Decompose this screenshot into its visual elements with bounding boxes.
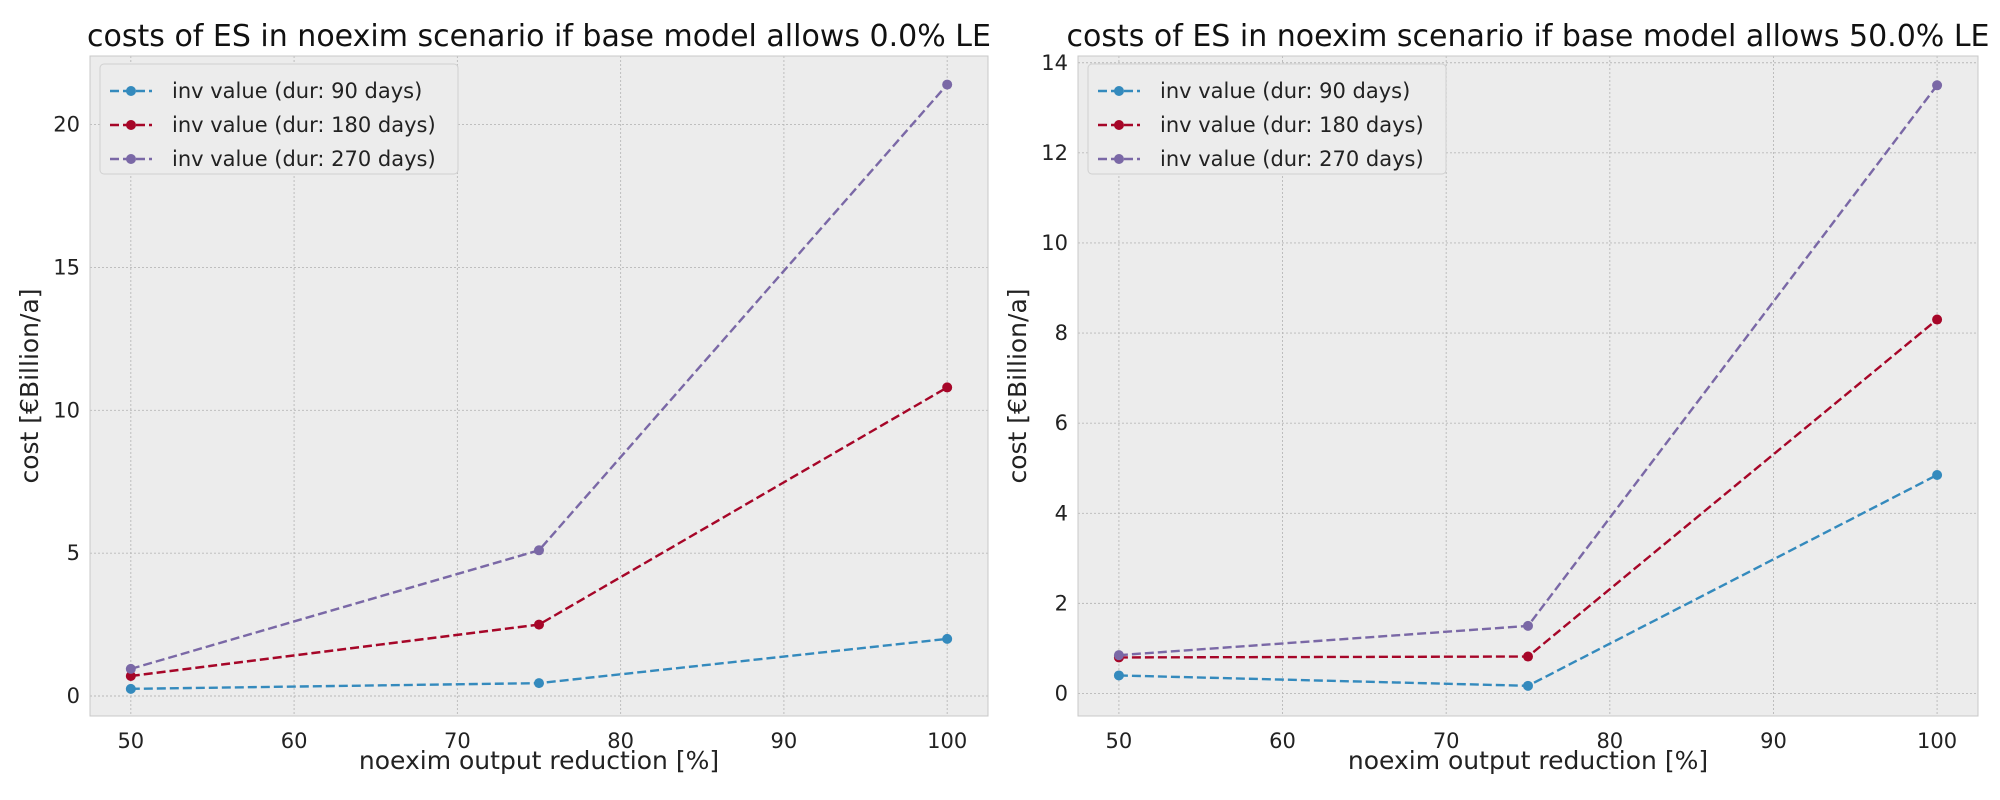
y-tick-label: 5 xyxy=(67,541,80,565)
y-tick-label: 0 xyxy=(1055,681,1068,705)
y-tick-label: 20 xyxy=(53,113,80,137)
x-tick-label: 80 xyxy=(607,729,634,753)
y-tick-label: 12 xyxy=(1041,141,1068,165)
legend-label: inv value (dur: 270 days) xyxy=(1160,147,1424,171)
y-tick-label: 2 xyxy=(1055,591,1068,615)
chart-panel-2: 50 60 70 80 90 100 0 2 4 6 8 10 12 14 noexim output re… xyxy=(1003,19,1990,775)
series-line xyxy=(130,83,949,671)
legend-box xyxy=(1087,63,1447,175)
x-tick-label: 70 xyxy=(1433,729,1460,753)
data-point xyxy=(1932,469,1943,480)
y-tick-label: 15 xyxy=(53,255,80,279)
legend-label: inv value (dur: 90 days) xyxy=(172,79,422,103)
legend-label: inv value (dur: 180 days) xyxy=(1160,113,1424,137)
x-tick-label: 60 xyxy=(281,729,308,753)
legend-marker xyxy=(126,120,136,130)
x-axis-label: noexim output reduction [%] xyxy=(1348,746,1708,775)
data-point xyxy=(1523,620,1533,631)
legend-marker xyxy=(1114,86,1124,96)
data-point xyxy=(942,382,953,393)
data-point xyxy=(1523,680,1533,691)
y-tick-label: 10 xyxy=(53,398,80,422)
data-point xyxy=(1932,80,1943,91)
data-point xyxy=(534,619,544,630)
x-tick-label: 60 xyxy=(1269,729,1296,753)
plot-frame xyxy=(89,55,989,717)
data-point xyxy=(125,683,136,694)
x-tick-label: 50 xyxy=(117,729,144,753)
y-tick-label: 0 xyxy=(67,684,80,708)
x-tick-label: 50 xyxy=(1106,729,1133,753)
plot-frame xyxy=(1077,55,1979,717)
data-point xyxy=(1523,651,1533,662)
data-point xyxy=(1113,650,1124,661)
data-point xyxy=(1113,670,1124,681)
x-tick-label: 80 xyxy=(1596,729,1623,753)
series-1 xyxy=(125,633,953,694)
y-tick-label: 14 xyxy=(1041,51,1068,75)
legend-box xyxy=(99,63,459,175)
data-point xyxy=(942,79,953,90)
y-axis-label: cost [€Billion/a] xyxy=(1003,288,1032,483)
series-3 xyxy=(1113,80,1943,661)
series-3 xyxy=(125,79,953,674)
legend-label: inv value (dur: 90 days) xyxy=(1160,79,1410,103)
y-tick-label: 4 xyxy=(1055,501,1068,525)
x-tick-label: 90 xyxy=(771,729,798,753)
legend-label: inv value (dur: 180 days) xyxy=(172,113,436,137)
x-tick-label: 100 xyxy=(1917,729,1957,753)
chart-title: costs of ES in noexim scenario if base m… xyxy=(1066,19,1989,54)
y-tick-label: 6 xyxy=(1055,411,1068,435)
legend-label: inv value (dur: 270 days) xyxy=(172,147,436,171)
data-point xyxy=(534,678,544,689)
data-point xyxy=(942,633,953,644)
legend: inv value (dur: 90 days) inv value (dur: … xyxy=(99,63,459,175)
series-2 xyxy=(125,382,953,681)
chart-title: costs of ES in noexim scenario if base m… xyxy=(87,19,991,54)
x-tick-label: 100 xyxy=(927,729,967,753)
legend-marker xyxy=(1114,120,1124,130)
data-point xyxy=(1932,314,1943,325)
x-tick-label: 90 xyxy=(1760,729,1787,753)
chart-panel-1: 50 60 70 80 90 100 0 5 10 15 20 noexim output reduc… xyxy=(15,19,991,775)
y-axis-label: cost [€Billion/a] xyxy=(15,288,44,483)
x-tick-label: 70 xyxy=(444,729,471,753)
legend-marker xyxy=(126,86,136,96)
y-tick-label: 10 xyxy=(1041,231,1068,255)
legend-marker xyxy=(1114,154,1124,164)
data-point xyxy=(125,671,136,681)
x-axis-label: noexim output reduction [%] xyxy=(359,746,719,775)
legend: inv value (dur: 90 days) inv value (dur: … xyxy=(1087,63,1447,175)
y-tick-label: 8 xyxy=(1055,321,1068,345)
data-point xyxy=(534,545,544,556)
series-1 xyxy=(1113,469,1943,691)
data-point xyxy=(125,663,136,674)
legend-marker xyxy=(126,154,136,164)
